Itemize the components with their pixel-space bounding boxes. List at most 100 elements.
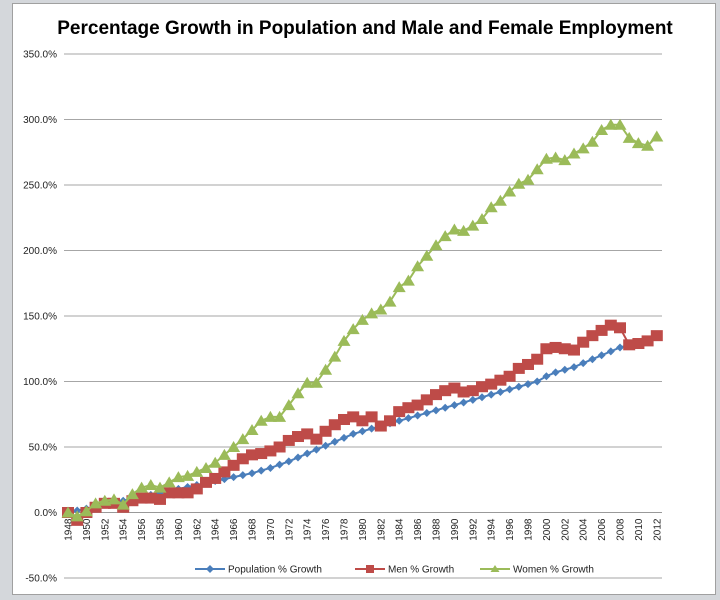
data-point bbox=[273, 441, 286, 453]
data-point bbox=[604, 319, 617, 331]
gridlines bbox=[64, 53, 662, 579]
data-point bbox=[468, 395, 477, 404]
data-point bbox=[273, 410, 287, 422]
data-point bbox=[623, 339, 636, 351]
legend-item: Men % Growth bbox=[355, 565, 454, 576]
data-point bbox=[522, 358, 534, 370]
data-point bbox=[392, 281, 406, 293]
data-point bbox=[163, 487, 176, 499]
data-point bbox=[604, 118, 618, 130]
data-point bbox=[579, 359, 588, 368]
data-point bbox=[595, 123, 609, 135]
data-point bbox=[181, 469, 195, 481]
data-point bbox=[393, 406, 406, 418]
data-point bbox=[282, 399, 296, 411]
data-point bbox=[98, 494, 112, 506]
data-point bbox=[476, 381, 488, 393]
data-point bbox=[374, 420, 387, 432]
legend-label: Population % Growth bbox=[228, 565, 322, 576]
data-point bbox=[70, 510, 84, 522]
x-tick-label: 1988 bbox=[432, 518, 443, 541]
x-tick-label: 1966 bbox=[229, 518, 240, 541]
data-point bbox=[255, 448, 268, 460]
y-tick-label: 0.0% bbox=[34, 508, 57, 519]
data-point bbox=[494, 374, 507, 386]
data-point bbox=[432, 406, 440, 415]
data-point bbox=[438, 230, 452, 242]
x-tick-label: 1978 bbox=[340, 518, 351, 541]
y-tick-label: 350.0% bbox=[23, 50, 57, 61]
series-men-growth bbox=[62, 319, 663, 526]
data-point bbox=[303, 449, 312, 458]
data-point bbox=[200, 476, 212, 488]
data-point bbox=[475, 213, 489, 225]
data-point bbox=[383, 295, 397, 307]
data-point bbox=[459, 398, 468, 407]
legend-marker-diamond-icon bbox=[206, 565, 214, 573]
y-tick-label: -50.0% bbox=[25, 574, 57, 585]
data-point bbox=[125, 488, 139, 500]
x-tick-label: 1996 bbox=[505, 518, 516, 541]
series-group bbox=[61, 118, 664, 526]
data-point bbox=[466, 385, 479, 397]
data-point bbox=[401, 274, 415, 286]
data-point bbox=[365, 307, 379, 319]
data-point bbox=[606, 347, 615, 356]
x-tick-label: 2008 bbox=[616, 518, 627, 541]
x-tick-label: 1990 bbox=[450, 518, 461, 541]
x-tick-label: 1960 bbox=[174, 518, 185, 541]
x-tick-label: 1976 bbox=[321, 518, 332, 541]
data-point bbox=[79, 505, 93, 517]
data-point bbox=[614, 322, 626, 334]
data-point bbox=[199, 461, 213, 473]
data-point bbox=[257, 466, 266, 475]
data-point bbox=[430, 389, 442, 401]
data-point bbox=[493, 194, 507, 206]
data-point bbox=[347, 411, 360, 423]
data-point bbox=[485, 378, 498, 390]
data-point bbox=[531, 353, 544, 365]
data-point bbox=[450, 401, 459, 410]
data-point bbox=[622, 131, 636, 143]
x-tick-label: 1956 bbox=[137, 518, 148, 541]
data-point bbox=[355, 313, 369, 325]
chart-title: Percentage Growth in Population and Male… bbox=[57, 18, 673, 39]
x-tick-label: 1958 bbox=[156, 518, 167, 541]
data-point bbox=[586, 330, 599, 342]
data-point bbox=[300, 376, 314, 388]
legend-marker-triangle-icon bbox=[490, 565, 500, 572]
y-tick-label: 200.0% bbox=[23, 246, 57, 257]
data-point bbox=[524, 380, 532, 389]
y-tick-label: 300.0% bbox=[23, 115, 57, 126]
data-point bbox=[457, 224, 471, 236]
data-point bbox=[641, 139, 655, 151]
x-tick-label: 1952 bbox=[100, 518, 111, 541]
x-tick-label: 2012 bbox=[652, 518, 663, 541]
x-tick-label: 1964 bbox=[211, 518, 222, 541]
data-point bbox=[577, 336, 590, 348]
data-point bbox=[402, 402, 415, 414]
data-point bbox=[328, 350, 342, 362]
data-point bbox=[539, 152, 553, 164]
data-point bbox=[246, 449, 258, 461]
data-point bbox=[263, 410, 277, 422]
data-point bbox=[411, 399, 424, 411]
data-point bbox=[209, 472, 222, 484]
data-point bbox=[126, 495, 139, 507]
x-axis-tick-labels: 1948 1950 1952 1954 1956 1958 1960 1962 1964 1966… bbox=[64, 518, 664, 541]
data-point bbox=[478, 393, 486, 402]
data-point bbox=[484, 201, 498, 213]
x-tick-label: 2004 bbox=[579, 518, 590, 541]
data-point bbox=[512, 362, 525, 374]
y-axis-tick-labels: 350.0% 300.0% 250.0% 200.0% 150.0% 100.0% 50.0… bbox=[23, 50, 57, 585]
data-point bbox=[208, 456, 222, 468]
data-point bbox=[328, 419, 341, 431]
data-point bbox=[144, 478, 158, 490]
data-point bbox=[650, 130, 664, 142]
data-point bbox=[292, 431, 304, 443]
data-point bbox=[107, 493, 121, 505]
data-point bbox=[631, 137, 645, 149]
data-point bbox=[558, 343, 571, 355]
x-tick-label: 2000 bbox=[542, 518, 553, 541]
